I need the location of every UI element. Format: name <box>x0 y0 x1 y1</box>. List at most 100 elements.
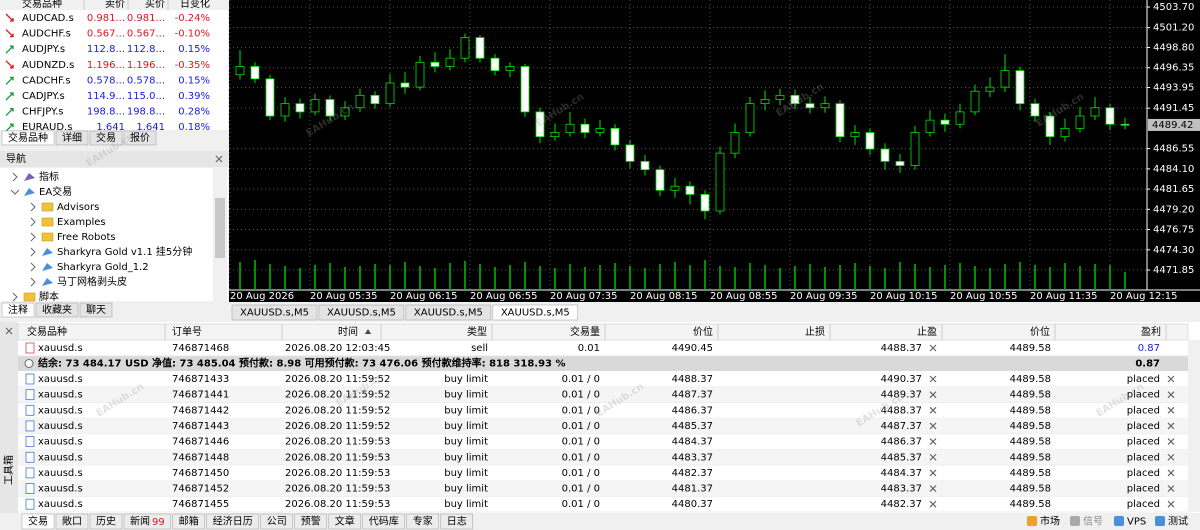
chart-tab[interactable]: XAUUSD.s,M5 <box>501 308 570 319</box>
bottom-tab[interactable]: 预警 <box>301 515 321 528</box>
tree-toggle[interactable] <box>30 262 36 272</box>
column-header[interactable]: 盈利 <box>1141 326 1161 338</box>
bottom-tab[interactable]: 代码库 <box>369 515 399 528</box>
tree-item[interactable]: Sharkyra Gold v1.1 挂5分钟 <box>57 245 192 258</box>
remove-tp-button[interactable] <box>929 422 937 430</box>
column-header[interactable]: 交易量 <box>570 325 600 338</box>
column-header[interactable]: 止盈 <box>917 326 937 338</box>
quote-cell: 0.567... <box>87 29 125 40</box>
tree-toggle[interactable] <box>10 189 20 195</box>
bottom-tab[interactable]: 邮箱 <box>179 515 199 528</box>
order-cell[interactable]: xauusd.s <box>38 468 83 479</box>
bottom-tab[interactable]: 新闻 <box>130 515 150 528</box>
tree-item[interactable]: Free Robots <box>57 232 116 243</box>
navigator-tab[interactable]: 注释 <box>8 303 28 316</box>
bottom-tab[interactable]: 日志 <box>447 515 467 528</box>
bottom-tab[interactable]: 交易 <box>28 515 48 528</box>
service-tab[interactable]: 测试 <box>1168 515 1188 528</box>
tree-toggle[interactable] <box>30 232 36 242</box>
navigator-tab[interactable]: 收藏夹 <box>42 303 72 316</box>
symbol-name[interactable]: AUDJPY.s <box>22 44 65 55</box>
bottom-tab[interactable]: 文章 <box>335 515 355 528</box>
remove-tp-button[interactable] <box>929 438 937 446</box>
order-cell[interactable]: xauusd.s <box>38 499 83 510</box>
tree-item[interactable]: 指标 <box>39 170 59 183</box>
tree-toggle[interactable] <box>12 172 18 182</box>
column-header[interactable]: 交易品种 <box>27 325 67 338</box>
delete-order-button[interactable] <box>1167 453 1175 461</box>
market-watch-tab[interactable]: 报价 <box>130 131 150 144</box>
symbol-name[interactable]: CADCHF.s <box>22 75 71 86</box>
symbol-name[interactable]: AUDNZD.s <box>22 60 74 71</box>
remove-tp-button[interactable] <box>929 344 937 352</box>
close-button[interactable] <box>215 155 223 163</box>
order-cell[interactable]: xauusd.s <box>38 374 83 385</box>
order-cell[interactable]: xauusd.s <box>38 405 83 416</box>
remove-tp-button[interactable] <box>929 375 937 383</box>
service-tab[interactable]: VPS <box>1127 517 1146 528</box>
remove-tp-button[interactable] <box>929 500 937 508</box>
delete-order-button[interactable] <box>1167 422 1175 430</box>
symbol-name[interactable]: AUDCAD.s <box>22 13 74 24</box>
tree-toggle[interactable] <box>30 202 36 212</box>
delete-order-button[interactable] <box>1167 391 1175 399</box>
delete-order-button[interactable] <box>1167 406 1175 414</box>
bottom-tab[interactable]: 敞口 <box>62 515 82 528</box>
order-cell[interactable]: xauusd.s <box>38 452 83 463</box>
tree-toggle[interactable] <box>30 217 36 227</box>
column-header[interactable]: 止损 <box>805 325 825 338</box>
column-header[interactable]: 价位 <box>693 325 713 338</box>
symbol-name[interactable]: CHFJPY.s <box>22 107 63 118</box>
chart-tab[interactable]: XAUUSD.s,M5 <box>240 308 309 319</box>
order-cell: placed <box>1127 405 1160 416</box>
bottom-tab-bg <box>260 513 294 530</box>
remove-tp-button[interactable] <box>929 406 937 414</box>
tree-item[interactable]: Sharkyra Gold_1.2 <box>57 262 149 273</box>
bottom-tab[interactable]: 历史 <box>96 516 116 528</box>
chart-tab[interactable]: XAUUSD.s,M5 <box>414 308 483 319</box>
navigator-tab[interactable]: 聊天 <box>86 303 106 316</box>
market-watch-tab[interactable]: 交易品种 <box>8 131 48 144</box>
tree-toggle[interactable] <box>30 277 36 287</box>
tree-item[interactable]: Advisors <box>57 202 99 213</box>
price-label: 4501.20 <box>1153 23 1194 34</box>
remove-tp-button[interactable] <box>929 485 937 492</box>
order-cell[interactable]: xauusd.s <box>38 437 83 448</box>
remove-tp-button[interactable] <box>929 453 937 461</box>
tree-item[interactable]: Examples <box>57 217 106 228</box>
remove-tp-button[interactable] <box>929 391 937 399</box>
column-header[interactable]: 订单号 <box>172 326 202 338</box>
column-header[interactable]: 类型 <box>467 325 487 338</box>
tree-item[interactable]: EA交易 <box>39 185 72 198</box>
service-tab[interactable]: 市场 <box>1040 515 1060 528</box>
delete-order-button[interactable] <box>1167 375 1175 383</box>
bottom-tab[interactable]: 专家 <box>413 515 433 528</box>
close-button[interactable] <box>5 327 13 335</box>
remove-tp-button[interactable] <box>929 469 937 477</box>
order-cell[interactable]: xauusd.s <box>38 343 83 354</box>
symbol-name[interactable]: AUDCHF.s <box>22 29 71 40</box>
column-header[interactable]: 时间 <box>338 325 358 338</box>
order-cell[interactable]: xauusd.s <box>38 390 83 401</box>
market-watch-tab[interactable]: 详细 <box>62 131 82 144</box>
tree-toggle[interactable] <box>30 247 36 257</box>
column-header[interactable]: 价位 <box>1030 325 1050 338</box>
delete-order-button[interactable] <box>1167 485 1175 492</box>
chart-tab[interactable]: XAUUSD.s,M5 <box>327 308 396 319</box>
tree-item[interactable]: 脚本 <box>39 290 59 303</box>
tree-item[interactable]: 马丁网格剥头皮 <box>57 275 127 288</box>
market-watch-tab[interactable]: 交易 <box>96 131 116 144</box>
symbol-name[interactable]: CADJPY.s <box>22 91 65 102</box>
delete-order-button[interactable] <box>1167 500 1175 508</box>
service-tab[interactable]: 信号 <box>1083 516 1103 528</box>
delete-order-button[interactable] <box>1167 469 1175 477</box>
tree-toggle[interactable] <box>12 292 18 302</box>
order-cell[interactable]: xauusd.s <box>38 421 83 432</box>
order-cell[interactable]: xauusd.s <box>38 484 83 495</box>
delete-order-button[interactable] <box>1167 438 1175 446</box>
bottom-tab[interactable]: 公司 <box>267 517 287 528</box>
bottom-tab[interactable]: 经济日历 <box>213 515 253 528</box>
candle-body <box>940 119 950 125</box>
symbol-name[interactable]: EURAUD.s <box>22 122 72 133</box>
